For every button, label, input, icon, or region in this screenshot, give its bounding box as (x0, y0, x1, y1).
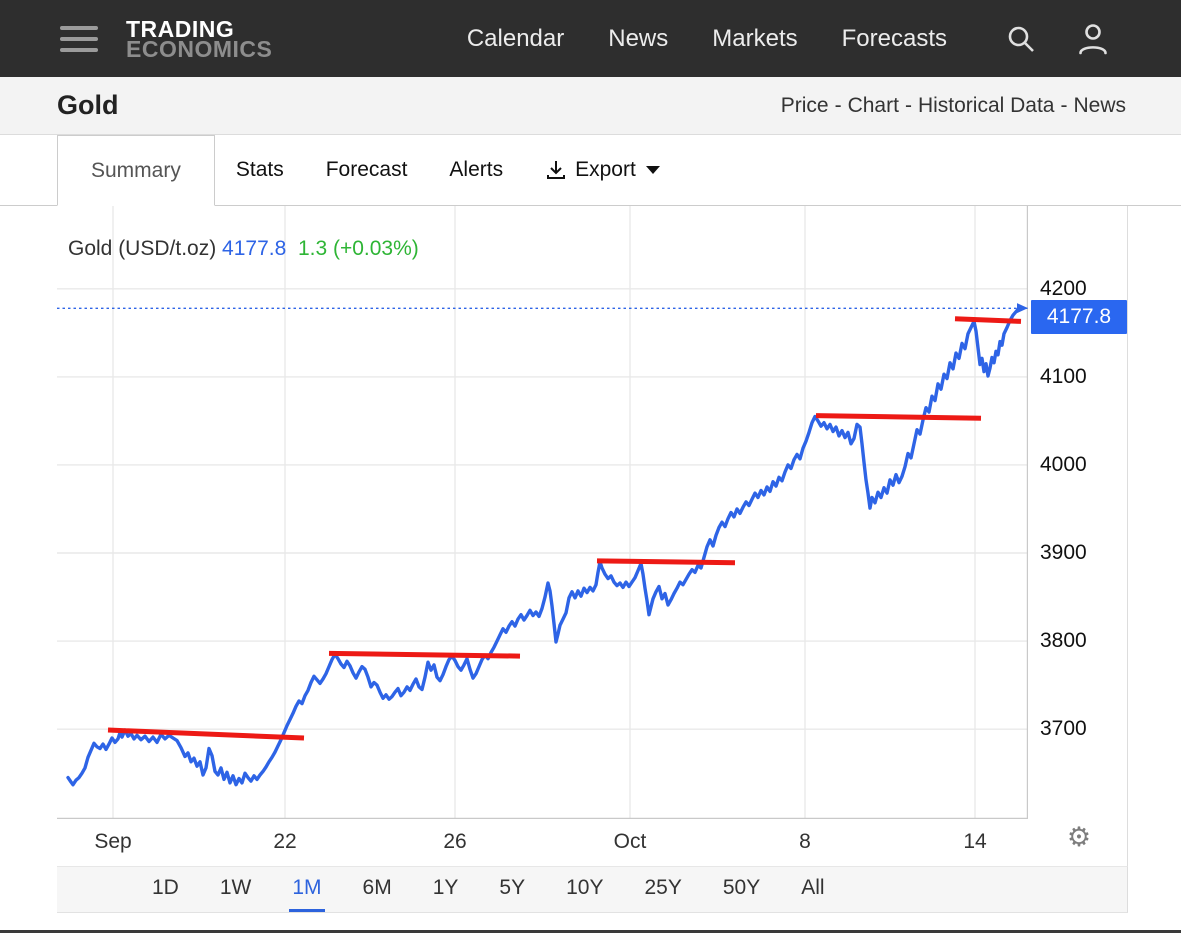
legend-instrument: Gold (USD/t.oz) (68, 237, 217, 260)
y-tick-label: 3800 (1040, 629, 1087, 653)
range-button-25y[interactable]: 25Y (644, 876, 682, 899)
breadcrumb: Price - Chart - Historical Data - News (781, 94, 1126, 118)
brand-logo[interactable]: TRADING ECONOMICS (126, 15, 273, 62)
range-button-10y[interactable]: 10Y (566, 876, 604, 899)
export-label: Export (575, 158, 636, 181)
tab-alerts[interactable]: Alerts (449, 158, 504, 181)
range-button-1d[interactable]: 1D (152, 876, 179, 899)
nav-icons (1005, 22, 1109, 56)
download-icon (547, 161, 566, 179)
breadcrumb-separator: - (904, 93, 912, 117)
tab-stats[interactable]: Stats (235, 158, 284, 181)
tabs-row: Summary Stats Forecast Alerts Export (0, 135, 1181, 206)
price-chart[interactable] (57, 206, 1028, 819)
nav-link-calendar[interactable]: Calendar (466, 24, 565, 52)
y-tick-label: 3700 (1040, 717, 1087, 741)
search-icon[interactable] (1005, 23, 1037, 55)
y-tick-label: 4200 (1040, 276, 1087, 300)
current-price-tag: 4177.8 (1031, 300, 1127, 335)
brand-line2: ECONOMICS (126, 35, 273, 62)
legend-change: 1.3 (+0.03%) (297, 237, 419, 260)
tab-forecast[interactable]: Forecast (325, 158, 408, 181)
title-bar: Gold Price - Chart - Historical Data - News (0, 77, 1181, 135)
tab-summary[interactable]: Summary (57, 135, 215, 206)
page-title: Gold (57, 90, 119, 120)
range-button-5y[interactable]: 5Y (499, 876, 526, 899)
range-button-1m[interactable]: 1M (289, 867, 325, 912)
brand-line1: TRADING (126, 15, 235, 42)
user-icon[interactable] (1077, 22, 1109, 56)
x-tick-label: Oct (613, 830, 647, 853)
y-tick-label: 3900 (1040, 541, 1087, 564)
y-tick-label: 4100 (1040, 364, 1087, 388)
x-tick-label: 22 (273, 830, 297, 853)
range-button-6m[interactable]: 6M (362, 876, 392, 899)
breadcrumb-link-news[interactable]: News (1073, 93, 1126, 117)
range-button-50y[interactable]: 50Y (722, 876, 761, 899)
x-tick-label: 14 (963, 830, 987, 853)
bottom-divider (0, 930, 1181, 933)
top-nav: TRADING ECONOMICS Calendar News Markets For… (0, 0, 1181, 77)
nav-link-news[interactable]: News (608, 24, 669, 52)
breadcrumb-link-chart[interactable]: Chart (847, 93, 899, 117)
range-button-1y[interactable]: 1Y (432, 876, 459, 899)
chart-settings-icon[interactable]: ⚙ (1066, 821, 1092, 852)
export-button[interactable]: Export (524, 135, 681, 205)
chart-legend: Gold (USD/t.oz) 4177.8 1.3 (+0.03%) (68, 237, 419, 261)
nav-link-markets[interactable]: Markets (712, 24, 798, 52)
chart-section: Gold (USD/t.oz) 4177.8 1.3 (+0.03%) 3700… (0, 206, 1128, 866)
range-button-all[interactable]: All (801, 876, 825, 899)
main-nav: Calendar News Markets Forecasts (467, 25, 947, 53)
legend-last-price: 4177.8 (222, 237, 287, 260)
range-button-1w[interactable]: 1W (219, 876, 252, 899)
chevron-down-icon (645, 166, 660, 174)
breadcrumb-link-historical-data[interactable]: Historical Data (917, 93, 1055, 117)
breadcrumb-separator: - (1060, 93, 1068, 117)
y-tick-label: 4000 (1040, 452, 1087, 476)
breadcrumb-link-price[interactable]: Price (780, 93, 829, 117)
breadcrumb-separator: - (834, 93, 842, 117)
x-tick-label: 26 (443, 830, 467, 853)
x-tick-label: 8 (799, 830, 811, 853)
x-tick-label: Sep (94, 830, 132, 853)
nav-link-forecasts[interactable]: Forecasts (841, 24, 947, 52)
menu-icon[interactable] (60, 19, 98, 59)
range-selector: 1D 1W 1M 6M 1Y 5Y 10Y 25Y 50Y All (57, 866, 1128, 913)
